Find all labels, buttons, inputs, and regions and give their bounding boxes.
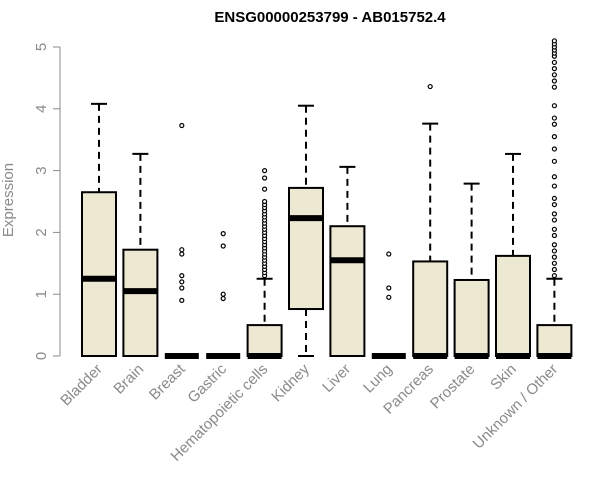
outlier-point [551, 217, 558, 223]
outlier-point [551, 273, 558, 279]
box-skin [495, 152, 531, 359]
outlier-point [179, 122, 185, 129]
box-gastric [206, 231, 241, 359]
outlier-point [386, 294, 392, 300]
box-liver [329, 165, 366, 357]
outlier-point [179, 273, 185, 279]
outlier-point [179, 297, 185, 303]
outlier-point [551, 266, 558, 273]
box-lung [371, 251, 406, 359]
outlier-point [551, 248, 558, 254]
iqr-box [81, 191, 117, 357]
iqr-box [412, 260, 449, 358]
outlier-point [551, 72, 558, 78]
x-tick-label: Liver [319, 361, 354, 396]
outlier-point [551, 211, 558, 217]
y-tick-label: 4 [33, 105, 50, 113]
y-axis-label: Expression [0, 163, 17, 237]
box-brain [122, 152, 159, 357]
outlier-point [551, 103, 558, 109]
y-tick-label: 5 [33, 43, 50, 51]
outlier-point [179, 285, 185, 291]
y-axis: 0 1 2 3 4 5 [33, 43, 61, 360]
outlier-point [551, 158, 558, 164]
outlier-point [220, 231, 226, 237]
outlier-point [262, 198, 268, 205]
iqr-box [246, 324, 283, 358]
outlier-point [551, 254, 558, 260]
outlier-point [551, 134, 558, 140]
outlier-point [551, 78, 558, 84]
outlier-point [220, 291, 226, 297]
box-unknown-other [536, 38, 573, 359]
outlier-point [220, 243, 226, 249]
x-tick-label: Bladder [57, 361, 106, 410]
outlier-point [179, 251, 185, 257]
box-prostate [453, 182, 490, 359]
box-bladder [81, 102, 117, 357]
outlier-point [551, 226, 558, 232]
outlier-point [427, 83, 433, 90]
iqr-box [122, 248, 159, 357]
outlier-point [551, 84, 558, 90]
x-tick-label: Lung [360, 361, 396, 397]
x-tick-label: Skin [487, 361, 520, 394]
outlier-point [386, 285, 392, 291]
outlier-point [179, 247, 185, 253]
y-tick-label: 0 [33, 352, 50, 360]
box-group [81, 38, 573, 359]
outlier-point [551, 115, 558, 121]
y-tick-label: 1 [33, 290, 50, 298]
iqr-box [495, 254, 531, 357]
x-tick-label: Kidney [268, 360, 313, 405]
box-hematopoietic-cells [246, 168, 283, 359]
outlier-point [551, 260, 558, 266]
outlier-point [262, 186, 268, 192]
outlier-point [386, 251, 392, 257]
outlier-point [551, 183, 558, 189]
box-kidney [288, 104, 324, 357]
outlier-point [551, 201, 558, 208]
iqr-box [536, 324, 573, 358]
iqr-box [288, 186, 324, 311]
outlier-point [551, 59, 558, 66]
y-tick-label: 2 [33, 228, 50, 236]
outlier-point [551, 242, 558, 248]
outlier-point [220, 295, 226, 302]
outlier-point [551, 195, 558, 202]
y-tick-label: 3 [33, 166, 50, 174]
outlier-point [551, 174, 558, 180]
x-tick-label: Prostate [427, 361, 479, 413]
iqr-box [329, 225, 366, 357]
outlier-point [262, 175, 268, 181]
iqr-box [453, 278, 490, 357]
box-pancreas [412, 83, 449, 359]
outlier-point [179, 279, 185, 285]
outlier-point [551, 232, 558, 239]
x-tick-label: Brain [110, 361, 147, 398]
outlier-point [551, 121, 558, 127]
outlier-point [262, 168, 268, 174]
chart-title: ENSG00000253799 - AB015752.4 [214, 9, 446, 26]
outlier-point [551, 66, 558, 72]
x-tick-label: Breast [146, 360, 189, 403]
outlier-point [551, 146, 558, 152]
box-breast [164, 122, 199, 359]
outlier-point [551, 38, 558, 44]
